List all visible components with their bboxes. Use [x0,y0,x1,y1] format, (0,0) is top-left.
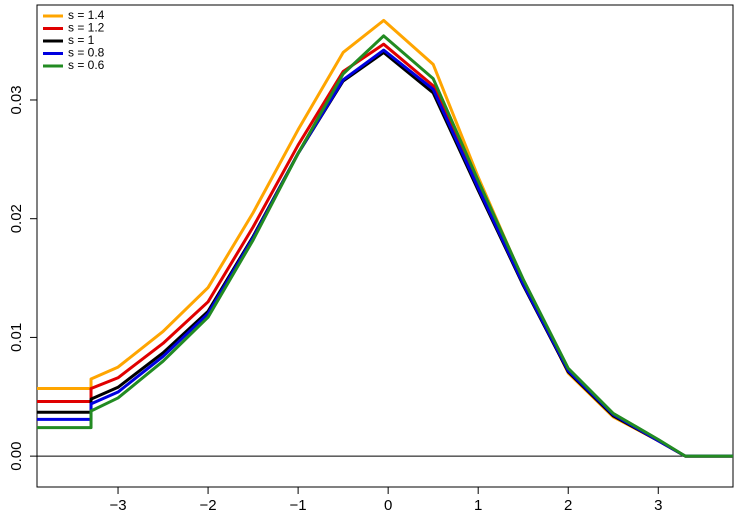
x-tick-label: 3 [654,497,662,514]
series-line [37,18,733,458]
x-tick-label: 1 [474,497,482,514]
series-line [37,42,733,458]
y-tick-label: 0.01 [8,323,25,352]
x-tick-label: 2 [564,497,572,514]
legend-label: s = 1.4 [68,8,105,22]
x-tick-label: −3 [109,497,126,514]
plot-frame [36,4,734,488]
y-tick-label: 0.03 [8,85,25,114]
x-tick-label: 0 [384,497,392,514]
series-line [37,34,733,458]
x-tick-label: −2 [200,497,217,514]
legend-label: s = 1 [68,33,95,47]
series-line [37,50,733,458]
y-tick-label: 0.02 [8,204,25,233]
legend-label: s = 0.6 [68,58,105,72]
legend-label: s = 0.8 [68,46,105,60]
y-tick-label: 0.00 [8,442,25,471]
series-line [37,48,733,458]
legend-label: s = 1.2 [68,21,105,35]
x-tick-label: −1 [290,497,307,514]
